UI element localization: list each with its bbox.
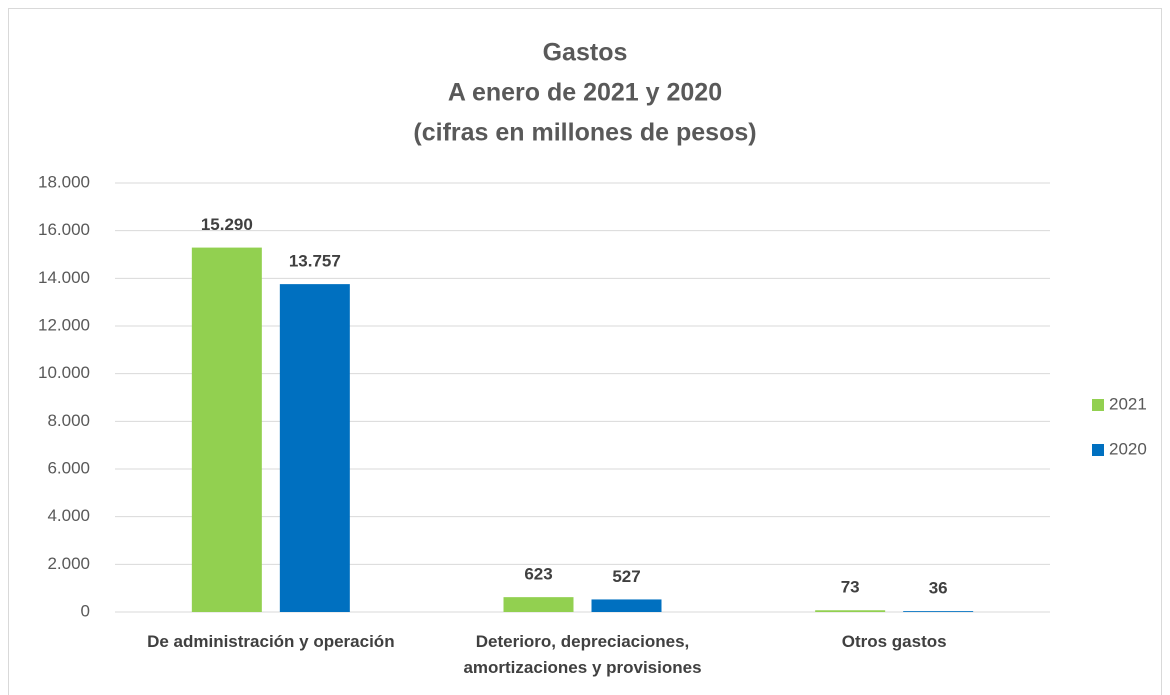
data-label: 527 xyxy=(612,567,640,586)
data-label: 623 xyxy=(524,565,552,584)
data-label: 36 xyxy=(929,579,948,598)
bar xyxy=(503,597,574,612)
legend-label: 2020 xyxy=(1109,439,1147,458)
y-tick-label: 8.000 xyxy=(47,411,90,430)
y-tick-label: 10.000 xyxy=(38,363,90,382)
legend-swatch xyxy=(1092,399,1104,411)
y-tick-label: 2.000 xyxy=(47,554,90,573)
x-tick-label: Otros gastos xyxy=(841,632,947,651)
y-tick-label: 4.000 xyxy=(47,506,90,525)
data-label: 13.757 xyxy=(289,252,341,271)
y-tick-label: 14.000 xyxy=(38,268,90,287)
chart-subtitle: (cifras en millones de pesos) xyxy=(413,119,756,147)
data-label: 73 xyxy=(841,578,860,597)
legend-label: 2021 xyxy=(1109,394,1147,413)
legend-swatch xyxy=(1092,444,1104,456)
bar xyxy=(815,610,886,612)
x-tick-label: Deterioro, depreciaciones, amortizacione… xyxy=(463,632,702,677)
y-tick-label: 18.000 xyxy=(38,172,90,191)
chart-subtitle: A enero de 2021 y 2020 xyxy=(448,79,722,107)
chart-frame xyxy=(8,8,1162,695)
y-tick-label: 0 xyxy=(81,601,90,620)
x-tick-label: De administración y operación xyxy=(147,632,395,651)
y-tick-label: 6.000 xyxy=(47,458,90,477)
bar xyxy=(903,611,974,612)
bar xyxy=(191,247,262,613)
y-tick-label: 16.000 xyxy=(38,220,90,239)
chart-title: Gastos xyxy=(543,39,628,67)
data-label: 15.290 xyxy=(201,215,253,234)
bar xyxy=(279,284,350,612)
y-tick-label: 12.000 xyxy=(38,315,90,334)
bar xyxy=(591,599,662,612)
